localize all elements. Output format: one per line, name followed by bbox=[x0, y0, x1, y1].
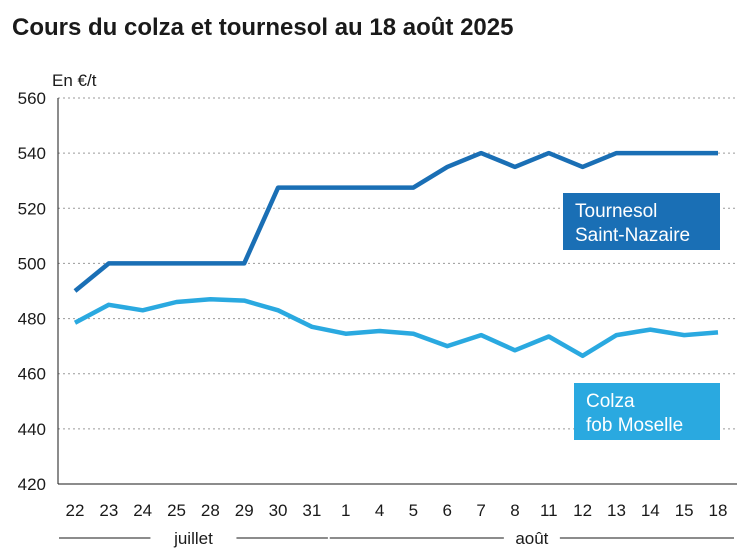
x-tick-label: 22 bbox=[66, 501, 85, 520]
month-label: juillet bbox=[173, 529, 213, 548]
x-tick-label: 14 bbox=[641, 501, 660, 520]
y-axis-unit-label: En €/t bbox=[52, 71, 97, 90]
series-line-colza-fob-moselle bbox=[73, 297, 719, 359]
series-label-text: Tournesol bbox=[575, 201, 657, 222]
series-label-box bbox=[563, 193, 720, 250]
y-tick-label: 420 bbox=[18, 475, 46, 494]
y-tick-label: 500 bbox=[18, 254, 46, 273]
series-line-tournesol-saint-nazaire bbox=[73, 150, 718, 293]
x-tick-label: 30 bbox=[269, 501, 288, 520]
x-tick-label: 7 bbox=[476, 501, 485, 520]
y-tick-label: 440 bbox=[18, 420, 46, 439]
x-tick-label: 11 bbox=[540, 501, 558, 520]
x-tick-label: 1 bbox=[341, 501, 350, 520]
x-tick-label: 4 bbox=[375, 501, 384, 520]
y-tick-label: 480 bbox=[18, 310, 46, 329]
x-tick-label: 8 bbox=[510, 501, 519, 520]
x-tick-label: 29 bbox=[235, 501, 254, 520]
chart-title: Cours du colza et tournesol au 18 août 2… bbox=[12, 14, 514, 41]
x-tick-label: 23 bbox=[99, 501, 118, 520]
x-tick-label: 18 bbox=[709, 501, 728, 520]
series-label-box bbox=[574, 383, 720, 440]
x-tick-label: 6 bbox=[443, 501, 452, 520]
x-tick-label: 28 bbox=[201, 501, 220, 520]
series-label-text: Colza bbox=[586, 391, 635, 412]
month-label: août bbox=[515, 529, 548, 548]
x-tick-label: 25 bbox=[167, 501, 186, 520]
x-tick-label: 5 bbox=[409, 501, 418, 520]
series-label-text: fob Moselle bbox=[586, 415, 683, 436]
y-tick-label: 460 bbox=[18, 365, 46, 384]
series-label-text: Saint-Nazaire bbox=[575, 225, 690, 246]
x-tick-label: 15 bbox=[675, 501, 694, 520]
series-label-colza-fob-moselle: Colza fob Moselle bbox=[574, 383, 720, 440]
x-tick-label: 24 bbox=[133, 501, 152, 520]
series-label-tournesol-saint-nazaire: Tournesol Saint-Nazaire bbox=[563, 193, 720, 250]
y-tick-label: 520 bbox=[18, 199, 46, 218]
x-tick-label: 31 bbox=[302, 501, 321, 520]
y-tick-label: 540 bbox=[18, 144, 46, 163]
x-tick-label: 13 bbox=[607, 501, 626, 520]
x-tick-label: 12 bbox=[573, 501, 592, 520]
y-tick-label: 560 bbox=[18, 89, 46, 108]
